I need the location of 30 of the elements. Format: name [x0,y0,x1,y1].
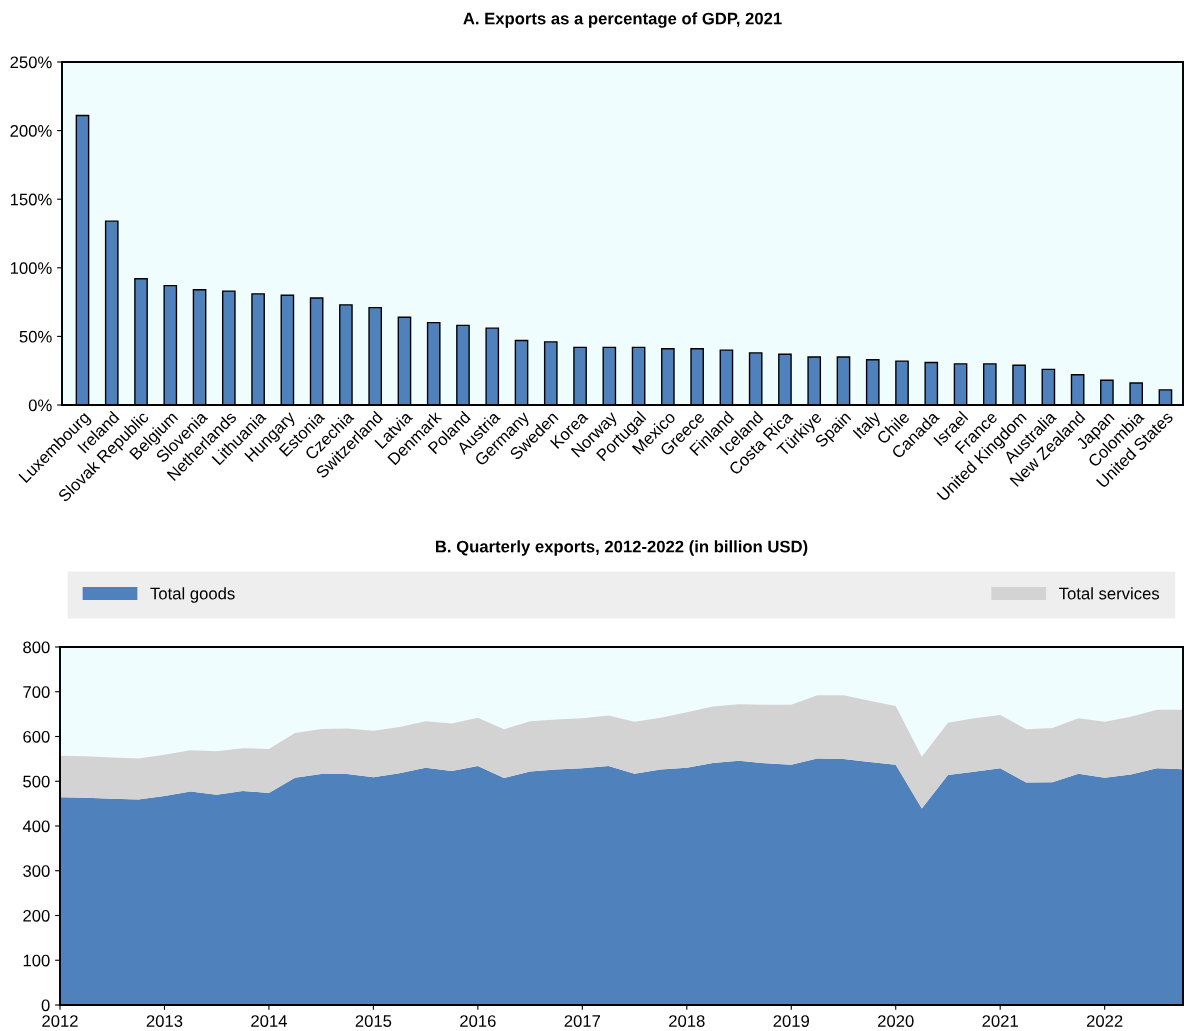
x-tick-label: 2020 [878,1015,914,1027]
x-tick-label: 2016 [460,1015,496,1027]
x-tick-label: 2014 [251,1015,287,1027]
y-tick-label: 800 [23,641,50,654]
chart-title: B. Quarterly exports, 2012-2022 (in billion USD) [436,540,808,556]
y-tick-label: 150% [10,193,52,206]
y-tick-label: 100 [23,954,50,967]
legend-label: Total goods [150,587,235,603]
x-tick-label: 2012 [42,1015,78,1027]
x-tick-label: 2021 [982,1015,1018,1027]
y-tick-label: 700 [23,686,50,698]
y-tick-label: 100% [10,262,52,274]
x-tick-label: 2013 [146,1015,183,1027]
x-tick-label: 2015 [355,1015,392,1027]
y-tick-label: 50% [19,330,52,343]
y-tick-label: 400 [22,820,50,833]
y-tick-label: 600 [23,730,50,743]
y-tick-label: 200 [23,909,50,922]
y-tick-label: 200% [10,125,52,137]
x-tick-label: 2022 [1086,1015,1123,1027]
x-tick-label: 2018 [669,1015,705,1027]
x-tick-label: 2019 [773,1015,810,1027]
y-tick-label: 250% [10,56,52,69]
legend-label: Total services [1059,587,1160,600]
y-tick-label: 0 [41,999,50,1012]
y-tick-label: 300 [23,865,50,877]
x-tick-label: 2017 [564,1015,601,1027]
y-tick-label: 500 [23,775,50,788]
chart-title: A. Exports as a percentage of GDP, 2021 [463,12,782,28]
y-tick-label: 0% [28,399,52,412]
